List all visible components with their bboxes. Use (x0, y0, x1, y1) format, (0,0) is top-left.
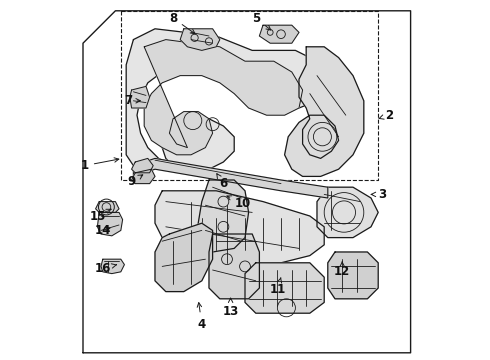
Polygon shape (132, 158, 153, 173)
Text: 16: 16 (95, 262, 117, 275)
Polygon shape (144, 40, 303, 155)
Text: 5: 5 (252, 12, 271, 30)
Polygon shape (180, 29, 220, 50)
Polygon shape (285, 47, 364, 176)
Text: 7: 7 (124, 94, 140, 107)
Text: 6: 6 (217, 174, 227, 190)
Polygon shape (101, 259, 124, 274)
Polygon shape (98, 212, 122, 236)
Text: 13: 13 (222, 298, 239, 318)
Polygon shape (126, 29, 328, 169)
Text: 10: 10 (227, 196, 251, 210)
Polygon shape (198, 180, 248, 252)
Text: 4: 4 (197, 303, 206, 330)
Text: 8: 8 (169, 12, 195, 34)
Polygon shape (96, 202, 119, 212)
Text: 2: 2 (379, 109, 393, 122)
Text: 11: 11 (270, 278, 286, 296)
Polygon shape (209, 234, 259, 299)
Polygon shape (245, 263, 324, 313)
Text: 15: 15 (89, 209, 111, 222)
Polygon shape (155, 191, 324, 266)
Polygon shape (259, 25, 299, 43)
Polygon shape (155, 223, 213, 292)
Polygon shape (328, 252, 378, 299)
Text: 1: 1 (81, 158, 119, 172)
Text: 12: 12 (334, 262, 350, 278)
Polygon shape (132, 169, 155, 184)
Polygon shape (133, 158, 328, 198)
Text: 3: 3 (371, 188, 386, 201)
Text: 14: 14 (95, 224, 111, 237)
Polygon shape (130, 86, 149, 108)
Polygon shape (317, 187, 378, 238)
Text: 9: 9 (127, 175, 143, 188)
